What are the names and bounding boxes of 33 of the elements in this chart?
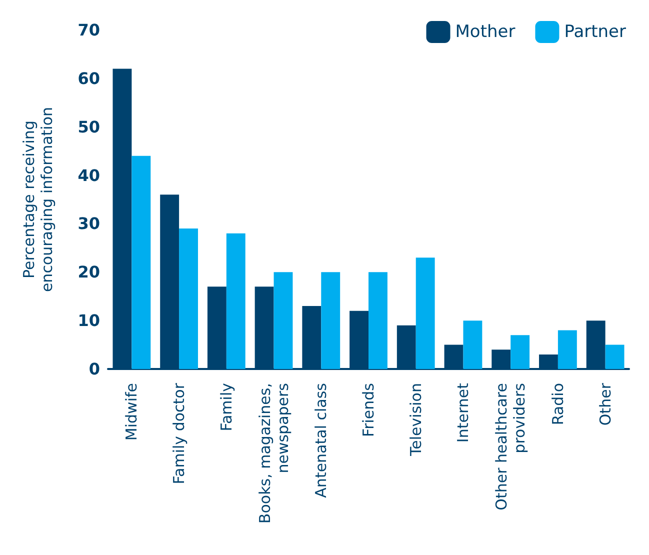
- bar: [510, 335, 530, 369]
- y-tick-label: 50: [78, 117, 100, 136]
- x-tick-label: Friends: [360, 382, 378, 437]
- y-tick-label: 60: [78, 68, 100, 88]
- x-tick-label: Other: [596, 382, 614, 426]
- legend-label: Mother: [455, 22, 516, 42]
- y-tick-label: 70: [78, 20, 100, 40]
- x-tick-label: Books, magazines, newspapers: [256, 382, 292, 524]
- x-tick-label: Antenatal class: [312, 382, 330, 498]
- bar: [558, 330, 577, 369]
- x-tick-label: Internet: [454, 382, 472, 443]
- x-tick-label: Midwife: [122, 383, 141, 441]
- legend-label: Partner: [564, 22, 626, 42]
- y-tick-label: 10: [78, 311, 100, 330]
- x-tick-label: Family doctor: [170, 382, 188, 484]
- x-tick-label: Television: [406, 383, 425, 457]
- bar: [132, 156, 151, 369]
- x-tick-label: Other healthcare providers: [492, 382, 529, 510]
- y-tick-label: 0: [88, 360, 100, 378]
- bar: [463, 320, 482, 369]
- bar: [226, 233, 246, 369]
- bar: [368, 272, 388, 369]
- bar: [416, 258, 435, 369]
- y-tick-label: 30: [78, 214, 100, 234]
- bar: [274, 272, 293, 369]
- y-tick-label: 20: [78, 262, 100, 282]
- y-tick-label: 40: [78, 166, 100, 185]
- x-tick-label: Family: [217, 382, 236, 432]
- bar: [605, 344, 624, 369]
- y-axis-title: Percentage receiving encouraging information: [20, 106, 56, 292]
- x-tick-label: Radio: [548, 383, 567, 426]
- bar: [179, 228, 198, 369]
- bar: [321, 272, 340, 369]
